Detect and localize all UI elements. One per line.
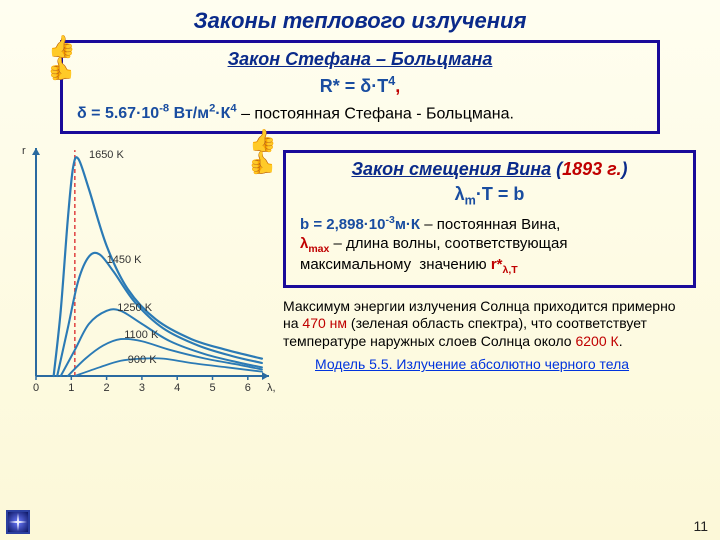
- stefan-constant: δ = 5.67·10-8 Вт/м2·К4 – постоянная Стеф…: [77, 103, 643, 123]
- stefan-formula: R* = δ·T4,: [77, 74, 643, 97]
- page-number: 11: [693, 518, 708, 534]
- stefan-boltzmann-box: Закон Стефана – Больцмана R* = δ·T4, δ =…: [60, 40, 660, 134]
- svg-text:r: r: [22, 145, 26, 157]
- wien-formula: λm·T = b: [300, 184, 679, 208]
- corner-star-icon: [6, 510, 30, 534]
- svg-text:1100 K: 1100 K: [124, 329, 159, 341]
- svg-text:900 K: 900 K: [128, 355, 157, 367]
- svg-text:3: 3: [139, 382, 145, 394]
- model-link[interactable]: Модель 5.5. Излучение абсолютно черного …: [315, 356, 696, 372]
- svg-text:6: 6: [245, 382, 251, 394]
- thumbs-icon-1: 👍👍: [48, 36, 84, 64]
- stefan-law-title: Закон Стефана – Больцмана: [77, 49, 643, 70]
- svg-text:4: 4: [174, 382, 180, 394]
- thumbs-icon-2: 👍👍: [249, 130, 285, 158]
- sun-note: Максимум энергии излучения Солнца приход…: [283, 298, 696, 351]
- wien-constant: b = 2,898·10-3м·К – постоянная Вина,: [300, 214, 679, 235]
- slide-title: Законы теплового излучения: [0, 0, 720, 34]
- svg-text:λ, 10³ нм: λ, 10³ нм: [267, 382, 275, 394]
- wien-box: Закон смещения Вина (1893 г.) λm·T = b b…: [283, 150, 696, 288]
- svg-text:1250 K: 1250 K: [117, 302, 153, 314]
- blackbody-chart: 0 1 2 3 4 5 6 λ, 10³ нм r 1650 K 1450 K 1250 K 1100 …: [10, 140, 275, 405]
- svg-text:5: 5: [209, 382, 215, 394]
- svg-text:1650 K: 1650 K: [89, 149, 125, 161]
- svg-text:0: 0: [33, 382, 39, 394]
- svg-text:2: 2: [104, 382, 110, 394]
- svg-text:1: 1: [68, 382, 74, 394]
- wien-law-title: Закон смещения Вина (1893 г.): [300, 159, 679, 180]
- wien-lambda-note: λmax – длина волны, соответствующая макс…: [300, 235, 679, 277]
- svg-text:1450 K: 1450 K: [107, 254, 143, 266]
